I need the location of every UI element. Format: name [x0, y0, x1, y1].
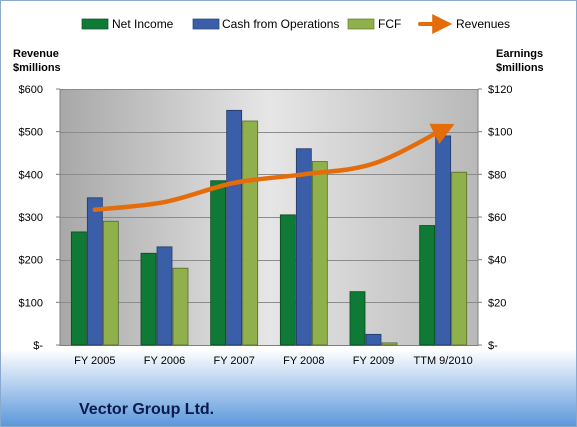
bar-cash-from-operations-fy-2007 — [226, 109, 243, 346]
left-axis-title-line2: $millions — [13, 62, 61, 74]
right-tick-label: $80 — [488, 169, 506, 181]
legend-label-fcf: FCF — [378, 17, 401, 31]
bar-cash-from-operations-fy-2005 — [86, 197, 103, 346]
left-tick-label: $300 — [19, 212, 43, 224]
right-tick-label: $- — [488, 340, 498, 352]
x-tick-label-fy-2007: FY 2007 — [213, 355, 254, 367]
right-tick-label: $40 — [488, 255, 506, 267]
bar-fcf-fy-2006 — [172, 267, 189, 346]
left-tick-label: $- — [33, 340, 43, 352]
legend-swatch-fcf — [347, 18, 375, 30]
line-revenues — [92, 123, 455, 212]
bar-fcf-fy-2008 — [311, 161, 328, 346]
bar-cash-from-operations-fy-2006 — [156, 246, 173, 346]
gridlines — [60, 89, 478, 303]
left-tick-label: $200 — [19, 255, 43, 267]
bar-net-income-fy-2005 — [70, 231, 87, 346]
bar-fcf-fy-2007 — [242, 120, 259, 346]
bar-fcf-ttm-9-2010 — [451, 171, 468, 346]
x-tick-label-fy-2009: FY 2009 — [353, 355, 394, 367]
legend-swatch-net-income — [81, 18, 109, 30]
bar-net-income-fy-2006 — [140, 252, 157, 346]
bar-net-income-ttm-9-2010 — [419, 225, 436, 346]
left-tick-label: $600 — [19, 84, 43, 96]
left-axis-title-line1: Revenue — [13, 48, 59, 60]
bar-fcf-fy-2009 — [381, 342, 398, 346]
right-tick-label: $120 — [488, 84, 512, 96]
left-axis-ticks: $- $100 $200 $300 $400 $500 $600 — [19, 84, 60, 352]
right-axis-title-line2: $millions — [496, 62, 544, 74]
bar-series — [70, 109, 468, 346]
legend-label-cash-from-operations: Cash from Operations — [222, 17, 339, 31]
right-tick-label: $20 — [488, 297, 506, 309]
x-tick-label-fy-2008: FY 2008 — [283, 355, 324, 367]
bar-fcf-fy-2005 — [102, 220, 119, 346]
x-axis-ticks: FY 2005 FY 2006 FY 2007 FY 2008 FY 2009 TTM 9… — [74, 355, 473, 367]
right-tick-label: $100 — [488, 127, 512, 139]
revenue-line-series — [92, 123, 455, 212]
legend-label-revenues: Revenues — [456, 17, 510, 31]
bar-cash-from-operations-fy-2008 — [295, 148, 312, 346]
legend-swatch-cash-from-operations — [192, 18, 220, 30]
bar-cash-from-operations-fy-2009 — [365, 333, 382, 346]
x-tick-label-fy-2005: FY 2005 — [74, 355, 115, 367]
left-tick-label: $100 — [19, 297, 43, 309]
legend-label-net-income: Net Income — [112, 17, 174, 31]
bar-net-income-fy-2008 — [279, 214, 296, 346]
x-tick-label-ttm-9-2010: TTM 9/2010 — [414, 355, 473, 367]
bar-net-income-fy-2009 — [349, 291, 366, 346]
left-tick-label: $400 — [19, 169, 43, 181]
left-tick-label: $500 — [19, 127, 43, 139]
right-axis-title-line1: Earnings — [496, 48, 543, 60]
x-tick-label-fy-2006: FY 2006 — [144, 355, 185, 367]
right-axis-ticks: $- $20 $40 $60 $80 $100 $120 — [478, 84, 512, 352]
legend: Net Income Cash from Operations FCF Reve… — [81, 14, 510, 34]
company-name: Vector Group Ltd. — [79, 401, 214, 418]
bar-cash-from-operations-ttm-9-2010 — [435, 135, 452, 346]
right-tick-label: $60 — [488, 212, 506, 224]
bar-net-income-fy-2007 — [210, 180, 227, 346]
